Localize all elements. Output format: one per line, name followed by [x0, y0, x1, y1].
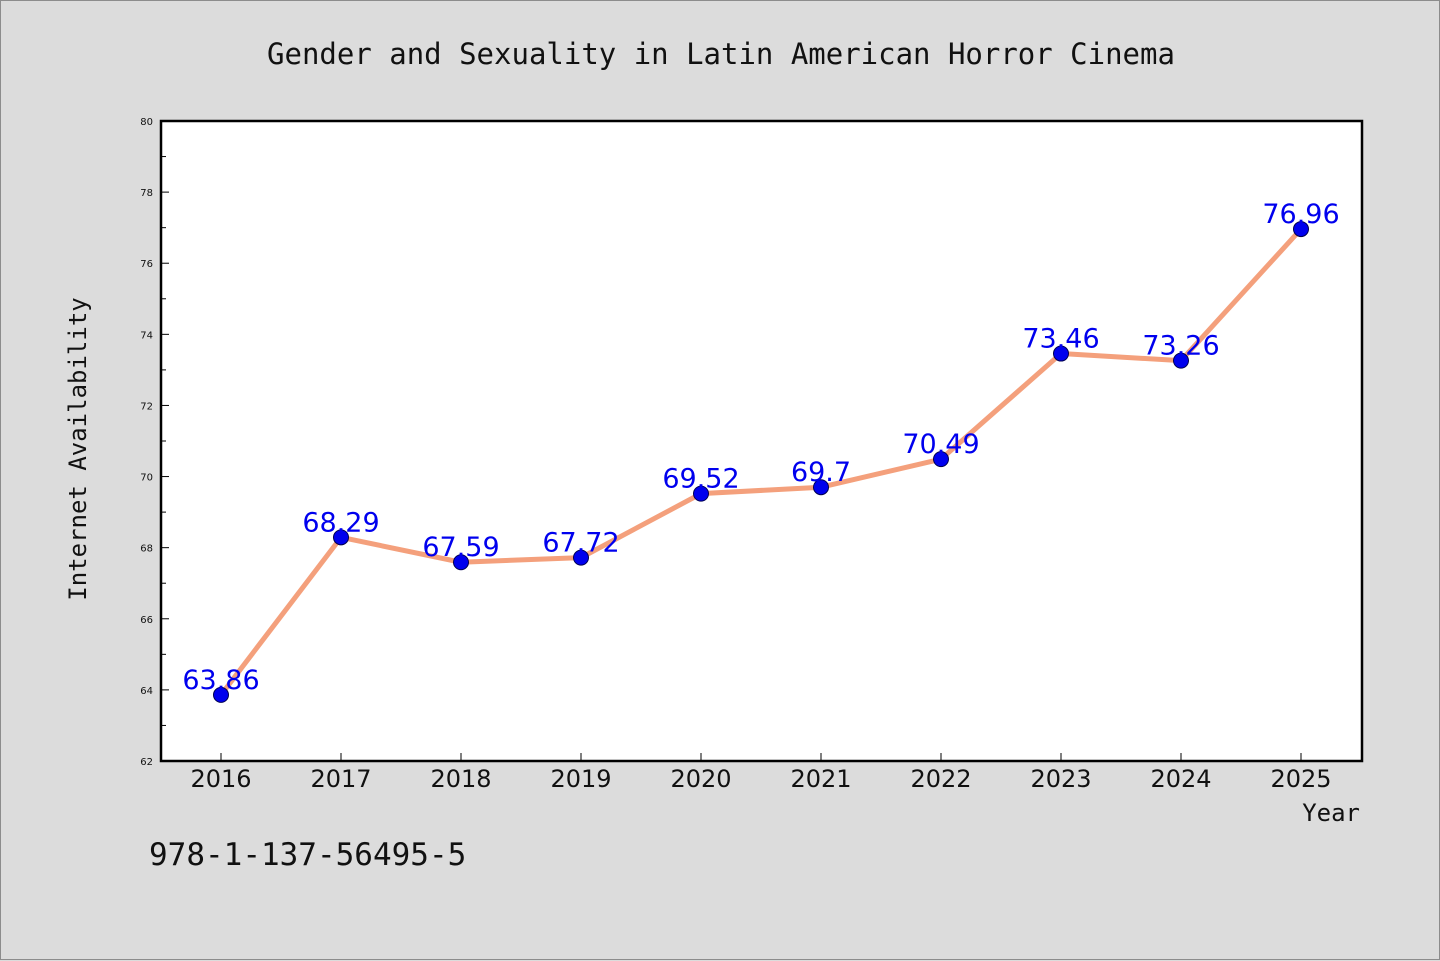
data-label: 68.29 [302, 507, 379, 538]
chart-title: Gender and Sexuality in Latin American H… [267, 37, 1175, 71]
y-tick-label: 78 [140, 188, 153, 199]
x-tick-label: 2023 [1030, 765, 1091, 793]
data-label: 67.59 [422, 532, 499, 563]
series-line [218, 226, 1304, 698]
data-label: 69.7 [791, 457, 851, 488]
series-line-path [218, 226, 1304, 698]
data-point [333, 529, 349, 546]
x-tick-label: 2021 [790, 765, 851, 793]
data-point [573, 549, 589, 566]
x-tick-label: 2018 [430, 765, 491, 793]
data-label: 63.86 [182, 665, 259, 696]
data-label: 76.96 [1262, 199, 1339, 230]
data-point [1293, 221, 1309, 238]
data-label: 73.26 [1142, 331, 1219, 362]
x-tick-label: 2017 [310, 765, 371, 793]
y-tick-label: 62 [140, 757, 153, 768]
plot-area [159, 119, 1364, 763]
y-tick-label: 68 [140, 544, 153, 555]
y-axis-label: Internet Availability [64, 297, 92, 600]
series-markers [213, 221, 1309, 703]
x-tick-label: 2020 [670, 765, 731, 793]
y-tick-label: 66 [140, 615, 153, 626]
data-label: 73.46 [1022, 324, 1099, 355]
x-tick-label: 2022 [910, 765, 971, 793]
y-tick-label: 76 [140, 259, 153, 270]
data-point [693, 485, 709, 502]
isbn-annotation: 978-1-137-56495-5 [149, 837, 466, 873]
data-label: 70.49 [902, 429, 979, 460]
y-tick-label: 80 [140, 117, 153, 128]
x-axis-label: Year [1302, 799, 1360, 827]
y-axis: 62 64 66 68 70 72 74 76 78 80 [140, 117, 169, 768]
x-tick-label: 2016 [190, 765, 251, 793]
y-tick-label: 74 [140, 330, 153, 341]
x-axis: 2016 2017 2018 2019 2020 2021 2022 2023 2024 2025 [190, 753, 1332, 793]
y-tick-label: 64 [140, 686, 153, 697]
x-tick-label: 2024 [1150, 765, 1211, 793]
data-point [933, 451, 949, 468]
data-point [1053, 345, 1069, 362]
data-point [453, 554, 469, 571]
data-label: 67.72 [542, 528, 619, 559]
data-point [213, 686, 229, 703]
x-tick-label: 2025 [1270, 765, 1331, 793]
x-tick-label: 2019 [550, 765, 611, 793]
data-point [1173, 352, 1189, 369]
y-tick-label: 70 [140, 473, 153, 484]
y-tick-label: 72 [140, 401, 153, 412]
data-point [813, 479, 829, 496]
data-labels: 63.86 68.29 67.59 67.72 69.52 69.7 70.49 73.46 7… [182, 199, 1339, 696]
data-label: 69.52 [662, 464, 739, 495]
